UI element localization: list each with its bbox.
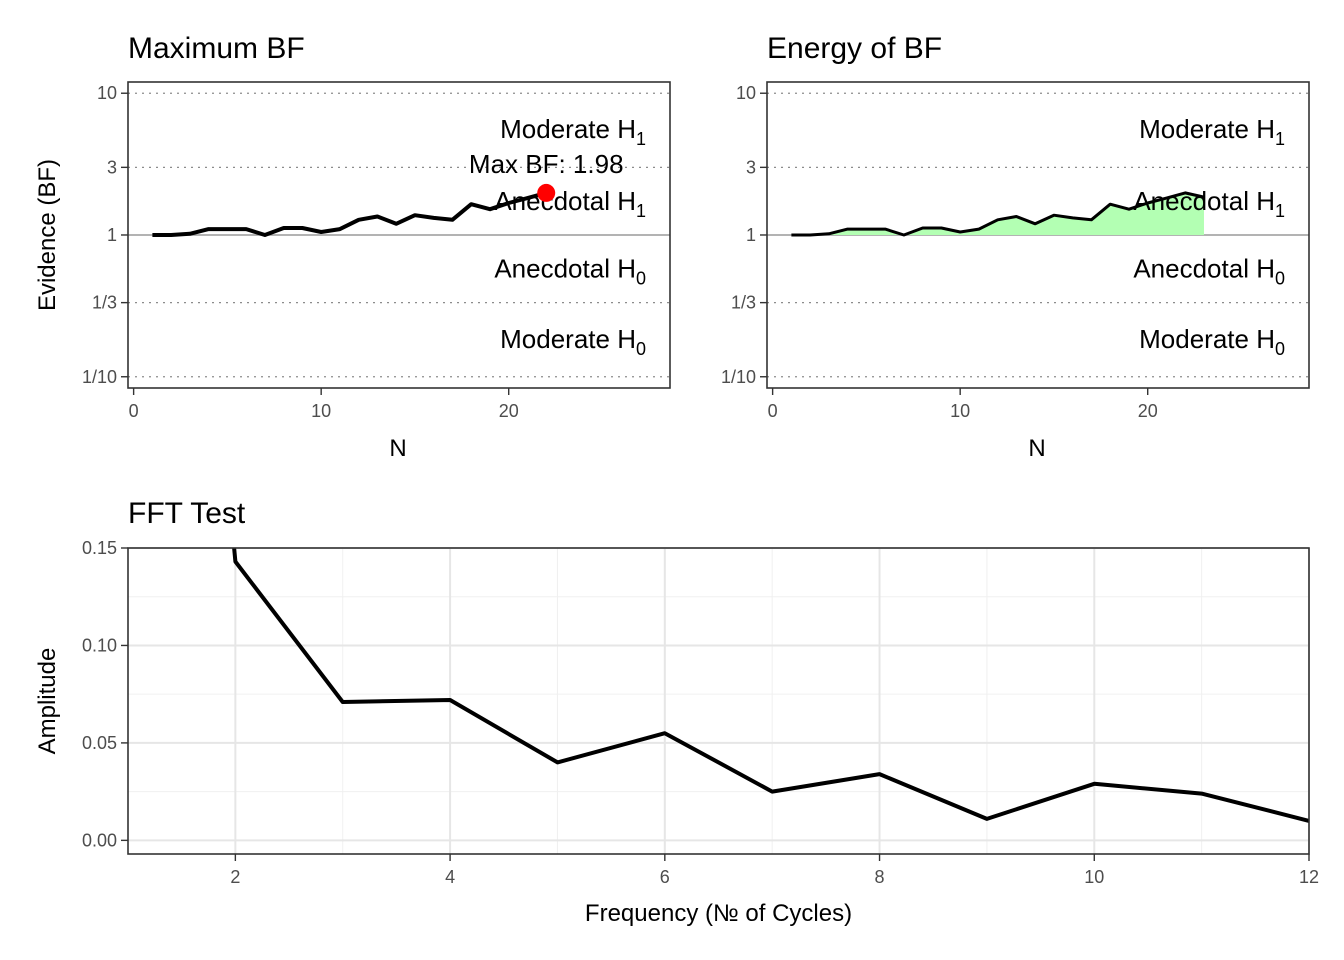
- y-tick-label: 1: [107, 225, 117, 245]
- fft-amplitude-line: [232, 548, 1309, 823]
- x-tick-label: 2: [230, 867, 240, 887]
- energy-area: [791, 192, 1204, 235]
- zone-label-text: Moderate H: [500, 324, 636, 354]
- x-tick-label: 12: [1299, 867, 1319, 887]
- zone-label-text: Moderate H: [500, 114, 636, 144]
- zone-label-text: Anecdotal H: [1133, 254, 1275, 284]
- evidence-zone-label: Anecdotal H0: [1133, 254, 1285, 289]
- y-tick-label: 1/10: [82, 367, 117, 387]
- zone-label-subscript: 1: [1275, 201, 1285, 221]
- fft-test-chart: FFT Test 0.00 0.05 0.10 0.15 2 4 6 8 10 12 Frequenc…: [34, 497, 1319, 927]
- evidence-zone-label: Moderate H1: [1139, 114, 1285, 149]
- y-tick-label: 0.00: [82, 830, 117, 850]
- evidence-zone-label: Anecdotal H0: [494, 254, 646, 289]
- zone-label-text: Moderate H: [1139, 114, 1275, 144]
- x-tick-label: 20: [499, 401, 519, 421]
- x-tick-label: 0: [129, 401, 139, 421]
- x-tick-label: 6: [660, 867, 670, 887]
- x-tick-label: 8: [875, 867, 885, 887]
- panel-border: [127, 547, 1310, 855]
- y-tick-label: 0.10: [82, 635, 117, 655]
- y-tick-label: 0.15: [82, 538, 117, 558]
- chart-title: Maximum BF: [128, 32, 305, 65]
- zone-label-subscript: 1: [636, 201, 646, 221]
- chart-title: FFT Test: [128, 497, 246, 530]
- zone-label-subscript: 0: [636, 339, 646, 359]
- evidence-zone-label: Moderate H0: [1139, 324, 1285, 359]
- zone-label-subscript: 0: [1275, 269, 1285, 289]
- x-tick-label: 0: [768, 401, 778, 421]
- y-tick-label: 3: [746, 157, 756, 177]
- bf-series-line: [791, 191, 1205, 237]
- evidence-zone-label: Moderate H1: [500, 114, 646, 149]
- x-tick-label: 10: [1084, 867, 1104, 887]
- bf-series-line: [152, 190, 547, 237]
- zone-label-text: Moderate H: [1139, 324, 1275, 354]
- zone-label-subscript: 1: [1275, 129, 1285, 149]
- x-tick-label: 10: [311, 401, 331, 421]
- evidence-zone-label: Anecdotal H1: [1133, 186, 1285, 221]
- y-tick-label: 1/3: [731, 293, 756, 313]
- zone-label-text: Anecdotal H: [494, 186, 636, 216]
- evidence-zone-label: Anecdotal H1: [494, 186, 646, 221]
- x-tick-label: 20: [1138, 401, 1158, 421]
- chart-title: Energy of BF: [767, 32, 942, 65]
- x-tick-label: 10: [950, 401, 970, 421]
- y-tick-label: 10: [736, 83, 756, 103]
- y-axis-title: Amplitude: [34, 648, 61, 755]
- zone-label-subscript: 0: [636, 269, 646, 289]
- panel-background: [128, 548, 1309, 854]
- y-tick-label: 1/10: [721, 367, 756, 387]
- y-tick-label: 1: [746, 225, 756, 245]
- zone-label-text: Anecdotal H: [1133, 186, 1275, 216]
- zone-label-text: Anecdotal H: [494, 254, 636, 284]
- y-tick-label: 0.05: [82, 733, 117, 753]
- x-axis-title: N: [389, 435, 406, 462]
- y-tick-label: 1/3: [92, 293, 117, 313]
- y-tick-label: 3: [107, 157, 117, 177]
- y-tick-label: 10: [97, 83, 117, 103]
- evidence-zone-label: Moderate H0: [500, 324, 646, 359]
- max-bf-point: [537, 183, 556, 202]
- x-axis-title: Frequency (№ of Cycles): [585, 900, 852, 927]
- x-tick-label: 4: [445, 867, 455, 887]
- zone-label-subscript: 0: [1275, 339, 1285, 359]
- max-bf-label: Max BF: 1.98: [469, 149, 624, 179]
- y-axis-title: Evidence (BF): [34, 159, 61, 311]
- zone-label-subscript: 1: [636, 129, 646, 149]
- x-axis-title: N: [1028, 435, 1045, 462]
